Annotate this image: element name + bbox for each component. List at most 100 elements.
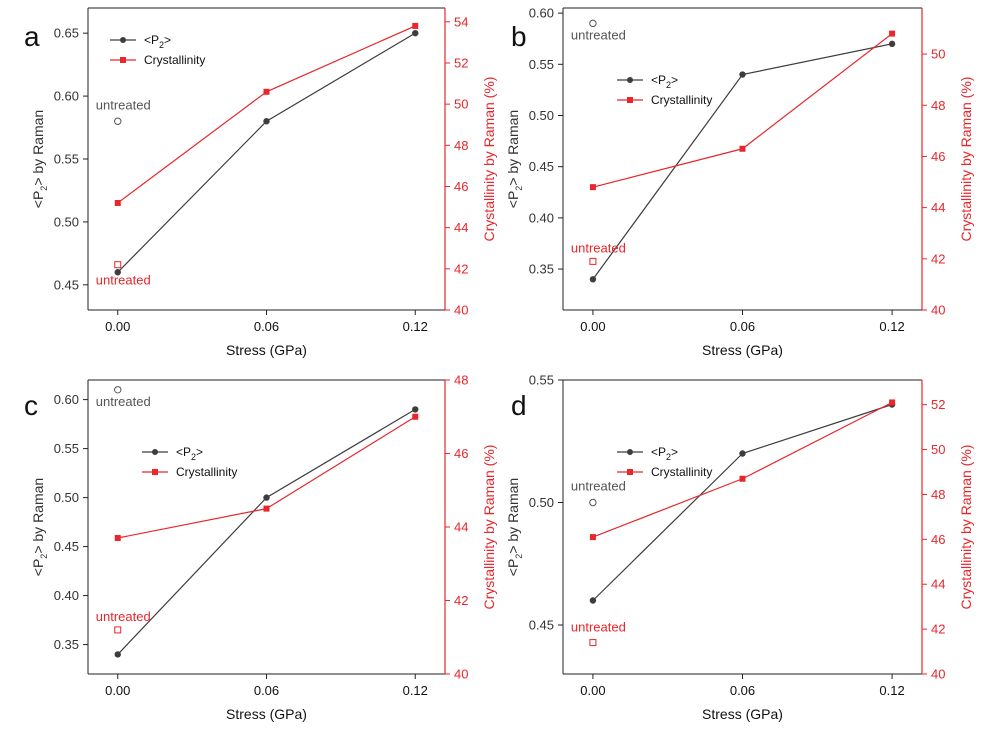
left-axis-label-base: <P <box>30 191 46 209</box>
p2-point <box>412 406 419 413</box>
x-tick-label: 0.12 <box>403 319 428 334</box>
x-tick-label: 0.00 <box>580 319 605 334</box>
panel-c: c 0.00 0.06 0.12 Stress (GPa) 0.35 0.40 0.45 0.5… <box>24 373 497 723</box>
untreated-crystallinity-label: untreated <box>571 240 626 255</box>
legend-marker <box>120 57 126 63</box>
legend: <P2> Crystallinity <box>617 445 712 479</box>
left-y-tick-label: 0.45 <box>529 618 554 633</box>
left-y-tick-label: 0.50 <box>529 108 554 123</box>
legend-label-base: <P <box>176 445 191 459</box>
right-y-tick-label: 40 <box>931 303 945 318</box>
right-axis-label-group: Crystallinity by Raman (%) <box>481 445 497 610</box>
left-axis-label-group: <P2> by Raman <box>505 110 524 208</box>
legend-label: <P2> <box>651 445 678 462</box>
left-y-tick-label: 0.45 <box>54 277 79 292</box>
p2-series-line <box>592 403 893 601</box>
left-axis-label: <P2> by Raman <box>30 110 49 208</box>
legend-label-sub: 2 <box>191 452 196 462</box>
legend-marker <box>627 77 633 83</box>
left-axis-label-group: <P2> by Raman <box>30 478 49 576</box>
p2-series-line <box>117 408 416 655</box>
p2-point <box>263 118 270 125</box>
x-tick-label: 0.12 <box>879 683 904 698</box>
left-y-tick-label: 0.55 <box>529 57 554 72</box>
untreated-p2-point <box>589 19 597 28</box>
legend-label: Crystallinity <box>144 53 205 67</box>
x-tick-label: 0.06 <box>730 683 755 698</box>
untreated-crystallinity-label: untreated <box>571 620 626 635</box>
right-y-tick-label: 54 <box>454 14 468 29</box>
left-y-tick-label: 0.50 <box>529 495 554 510</box>
legend-label-base: Crystallinity <box>144 53 205 67</box>
untreated-crystallinity-point <box>589 639 597 647</box>
crystallinity-point <box>589 534 596 541</box>
x-tick-label: 0.12 <box>403 683 428 698</box>
legend-marker <box>627 449 633 455</box>
left-axis-label-tail: > by Raman <box>30 478 46 554</box>
crystallinity-point <box>739 145 746 152</box>
p2-series-line <box>592 43 893 280</box>
untreated-p2-label: untreated <box>96 97 151 112</box>
right-y-tick-label: 50 <box>454 97 468 112</box>
x-tick-label: 0.00 <box>580 683 605 698</box>
panel-d: d 0.00 0.06 0.12 Stress (GPa) 0.45 0.50 0.55 40 4… <box>505 373 974 723</box>
legend-label-tail: > <box>671 445 678 459</box>
panel-letter: b <box>511 21 527 52</box>
x-tick-label: 0.06 <box>254 319 279 334</box>
left-y-tick-label: 0.45 <box>54 539 79 554</box>
left-y-tick-label: 0.35 <box>529 262 554 277</box>
right-y-tick-label: 40 <box>454 303 468 318</box>
right-y-tick-label: 48 <box>454 138 468 153</box>
legend-label-base: Crystallinity <box>651 93 712 107</box>
x-tick-label: 0.00 <box>105 683 130 698</box>
left-y-tick-label: 0.35 <box>54 637 79 652</box>
untreated-p2-label: untreated <box>571 27 626 42</box>
p2-point <box>589 597 597 604</box>
left-axis-label-base: <P <box>30 559 46 577</box>
untreated-crystallinity-label: untreated <box>96 609 151 624</box>
right-y-tick-label: 46 <box>454 179 468 194</box>
left-axis-label-group: <P2> by Raman <box>505 478 524 576</box>
legend: <P2> Crystallinity <box>617 73 712 107</box>
p2-point <box>888 40 896 48</box>
legend-label: Crystallinity <box>651 465 712 479</box>
crystallinity-series-line <box>117 416 416 539</box>
panel-b: b 0.00 0.06 0.12 Stress (GPa) 0.35 0.40 0.45 0.5… <box>505 6 974 358</box>
p2-point <box>739 71 746 78</box>
left-y-tick-label: 0.40 <box>54 588 79 603</box>
right-axis-label: Crystallinity by Raman (%) <box>481 77 497 242</box>
untreated-crystallinity-point <box>114 261 122 269</box>
left-axis-label-sub: 2 <box>39 554 49 559</box>
untreated-p2-point <box>589 498 597 507</box>
legend-label-base: Crystallinity <box>176 465 237 479</box>
untreated-crystallinity-label: untreated <box>96 273 151 288</box>
p2-point <box>114 269 121 276</box>
crystallinity-point <box>114 199 121 206</box>
left-y-tick-label: 0.60 <box>54 89 79 104</box>
x-axis-label: Stress (GPa) <box>226 342 307 358</box>
legend: <P2> Crystallinity <box>110 33 205 67</box>
right-y-tick-label: 44 <box>931 200 945 215</box>
legend-label: Crystallinity <box>176 465 237 479</box>
legend-marker <box>120 37 126 43</box>
panel-letter: d <box>511 390 527 421</box>
left-axis-label-tail: > by Raman <box>505 110 521 186</box>
crystallinity-point <box>889 399 896 406</box>
left-axis-label-base: <P <box>505 191 521 209</box>
left-axis-label: <P2> by Raman <box>30 478 49 576</box>
x-tick-label: 0.06 <box>254 683 279 698</box>
panel-letter: c <box>24 390 38 421</box>
legend-label-tail: > <box>164 33 171 47</box>
left-axis-label-tail: > by Raman <box>30 110 46 186</box>
crystallinity-point <box>412 413 419 420</box>
right-axis-label-group: Crystallinity by Raman (%) <box>958 445 974 610</box>
left-y-tick-label: 0.50 <box>54 490 79 505</box>
left-axis-label-group: <P2> by Raman <box>30 110 49 208</box>
right-y-tick-label: 44 <box>454 220 468 235</box>
p2-point <box>114 651 121 658</box>
untreated-p2-point <box>114 117 122 125</box>
legend-label-tail: > <box>671 73 678 87</box>
crystallinity-point <box>412 22 419 29</box>
left-y-tick-label: 0.60 <box>54 392 79 407</box>
